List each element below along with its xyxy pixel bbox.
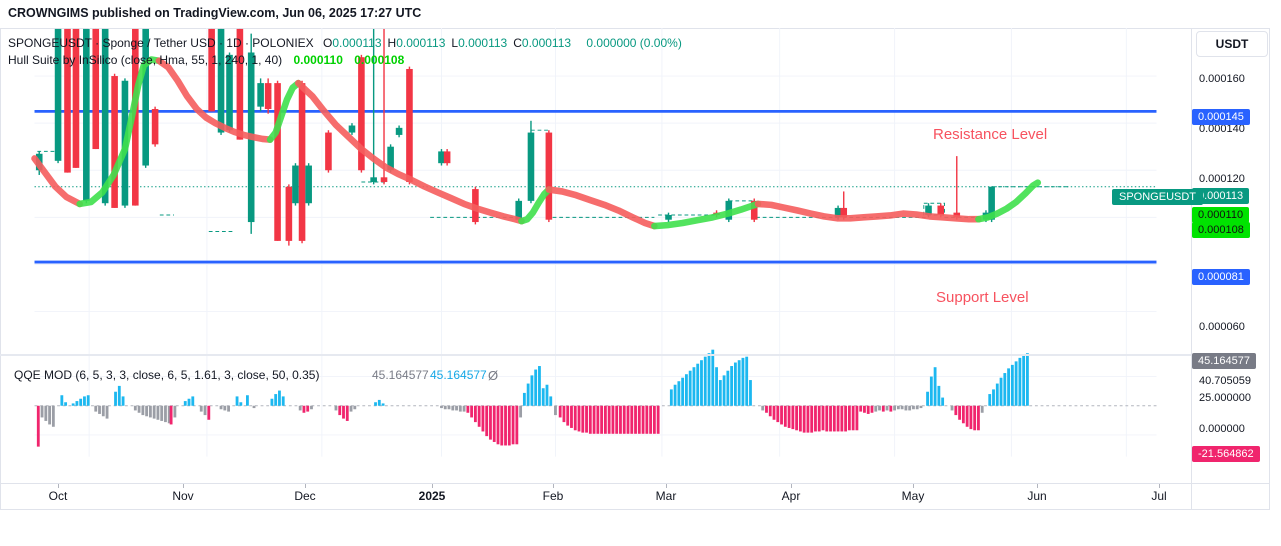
- price-axis-label: 0.000140: [1199, 123, 1245, 135]
- ohlc-letter: O: [323, 36, 333, 50]
- time-axis-label-apr: Apr: [781, 489, 801, 503]
- price-axis-badge: 0.000108: [1192, 222, 1250, 238]
- time-axis-tick: [666, 484, 667, 488]
- price-axis-label: 0.000120: [1199, 173, 1245, 185]
- qqe-value-gray: 45.164577: [372, 368, 429, 382]
- price-axis-badge: 0.000113: [1192, 188, 1250, 204]
- time-axis-label-may: May: [901, 489, 925, 503]
- time-axis-label-jul: Jul: [1151, 489, 1167, 503]
- price-axis-badge: 45.164577: [1192, 353, 1256, 369]
- resistance-level-label: Resistance Level: [933, 126, 1048, 143]
- price-axis-label: 40.705059: [1199, 375, 1251, 387]
- ohlc-letter: H: [387, 36, 397, 50]
- symbol-title: SPONGEUSDT · Sponge / Tether USD · 1D · …: [8, 36, 314, 50]
- price-axis-badge: -21.564862: [1192, 446, 1260, 462]
- price-axis-label: 0.000160: [1199, 73, 1245, 85]
- qqe-indicator-title[interactable]: QQE MOD (6, 5, 3, 3, close, 6, 5, 1.61, …: [14, 368, 320, 382]
- ohlc-value: 0.000113: [458, 36, 508, 50]
- time-axis-tick: [305, 484, 306, 488]
- hull-indicator-title: Hull Suite by InSilico (close, Hma, 55, …: [8, 53, 283, 67]
- symbol-price-label: SPONGEUSDT: [1112, 189, 1204, 205]
- publish-header: CROWNGIMS published on TradingView.com, …: [8, 6, 422, 20]
- hull-value-2: 0.000108: [354, 53, 405, 67]
- price-axis-label: 0.000000: [1199, 423, 1245, 435]
- time-axis-label-jun: Jun: [1027, 489, 1047, 503]
- chart-canvas[interactable]: [0, 28, 1191, 483]
- time-axis-tick: [183, 484, 184, 488]
- price-axis-badge: 0.000081: [1192, 269, 1250, 285]
- time-axis-tick: [791, 484, 792, 488]
- price-axis-label: 25.000000: [1199, 392, 1251, 404]
- time-axis-tick: [1159, 484, 1160, 488]
- time-axis-label-2025: 2025: [418, 489, 446, 503]
- time-axis-label-dec: Dec: [294, 489, 316, 503]
- ohlc-value: 0.000113: [332, 36, 382, 50]
- footer-bar: TradingView: [0, 510, 1281, 546]
- price-axis-badge: 0.000145: [1192, 109, 1250, 125]
- time-axis-label-oct: Oct: [48, 489, 68, 503]
- ohlc-letter: L: [451, 36, 459, 50]
- time-axis-tick: [432, 484, 433, 488]
- ohlc-value: 0.000113: [396, 36, 446, 50]
- time-axis-tick: [553, 484, 554, 488]
- pane-divider[interactable]: [0, 354, 1191, 356]
- currency-toggle-button[interactable]: USDT: [1196, 31, 1268, 57]
- price-axis-badge: 0.000110: [1192, 207, 1250, 223]
- ohlc-value: 0.000113: [521, 36, 572, 50]
- time-axis-tick: [913, 484, 914, 488]
- ohlc-values: O0.000113 H0.000113 L0.000113 C0.000113: [323, 36, 577, 50]
- time-axis-label-mar: Mar: [655, 489, 677, 503]
- ohlc-letter: C: [513, 36, 522, 50]
- time-axis-tick: [1037, 484, 1038, 488]
- hull-value-1: 0.000110: [293, 53, 343, 67]
- time-axis-label-nov: Nov: [172, 489, 194, 503]
- indicator-hidden-icon[interactable]: Ø: [488, 368, 499, 383]
- price-axis-border: [1191, 28, 1192, 510]
- change-value: 0.000000 (0.00%): [586, 36, 682, 50]
- qqe-value-blue: 45.164577: [430, 368, 487, 382]
- price-axis-label: 0.000060: [1199, 321, 1245, 333]
- support-level-label: Support Level: [936, 289, 1029, 306]
- time-axis-border: [0, 483, 1270, 484]
- time-axis-label-feb: Feb: [542, 489, 564, 503]
- symbol-legend-row[interactable]: SPONGEUSDT · Sponge / Tether USD · 1D · …: [8, 36, 682, 50]
- time-axis-tick: [58, 484, 59, 488]
- hull-legend-row[interactable]: Hull Suite by InSilico (close, Hma, 55, …: [8, 53, 404, 67]
